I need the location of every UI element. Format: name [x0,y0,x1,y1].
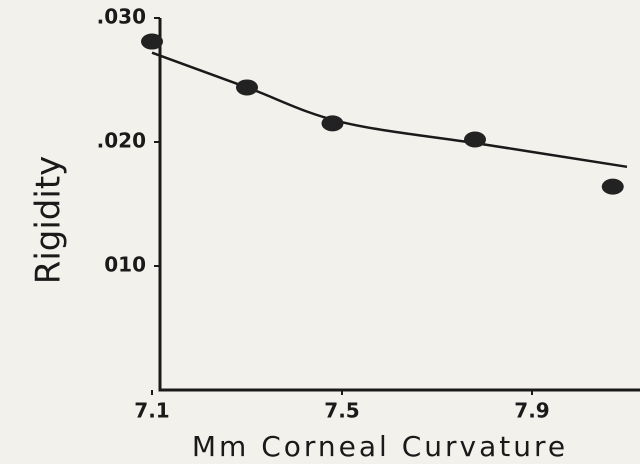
page: Rigidity Mm Corneal Curvature 010 .020 .03… [0,0,640,464]
y-axis-label: Rigidity [29,156,69,285]
x-tick-label: 7.5 [324,399,359,423]
data-point [464,132,486,148]
chart: Rigidity Mm Corneal Curvature 010 .020 .03… [0,0,640,464]
y-tick-label: .030 [97,5,146,29]
x-tick-label: 7.9 [514,399,549,423]
x-tick-label: 7.1 [134,399,169,423]
y-tick-label: .020 [97,129,146,153]
data-point [141,34,163,50]
data-point [602,179,624,195]
x-axis-label: Mm Corneal Curvature [192,430,568,463]
data-point [236,79,258,95]
y-tick-label: 010 [104,253,146,277]
data-point [322,115,344,131]
paper [0,0,640,464]
